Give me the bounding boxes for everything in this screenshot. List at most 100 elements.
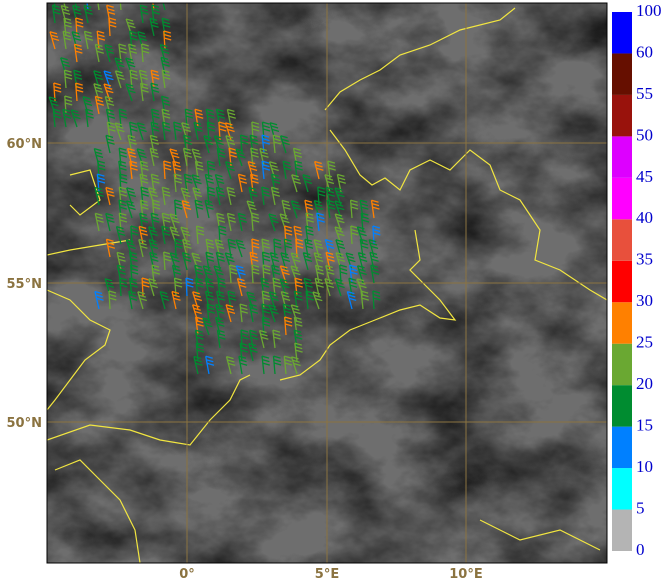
wind-barb: [290, 252, 301, 271]
wind-barb: [191, 252, 202, 271]
wind-barb: [249, 329, 259, 349]
wind-barb: [213, 265, 224, 284]
wind-barb: [171, 264, 182, 284]
colorbar-label: 20: [636, 374, 653, 393]
wind-barb: [268, 213, 279, 232]
wind-barb: [218, 121, 227, 141]
wind-barb: [118, 147, 128, 167]
colorbar-label: 40: [636, 208, 653, 227]
wind-barb: [224, 252, 235, 271]
wind-barb: [193, 355, 203, 375]
lon-label: 5°E: [315, 567, 339, 582]
wind-barb: [248, 342, 258, 362]
wind-barb: [369, 251, 379, 271]
wind-barb: [141, 43, 150, 63]
wind-barb: [226, 212, 236, 232]
wind-barb: [62, 108, 72, 128]
wind-barb: [218, 225, 227, 245]
wind-barb: [269, 251, 280, 271]
wind-barb: [127, 134, 137, 154]
wind-barb: [239, 134, 249, 154]
wind-barb: [240, 329, 249, 349]
wind-barb: [334, 278, 345, 297]
wind-barb: [193, 121, 203, 141]
wind-barb: [304, 199, 314, 219]
wind-barb: [191, 174, 202, 193]
wind-barb: [125, 18, 136, 37]
wind-barb: [313, 239, 324, 258]
colorbar-segment: [612, 343, 632, 386]
wind-barb: [251, 264, 260, 284]
wind-barb: [118, 199, 127, 219]
wind-barb: [251, 121, 260, 141]
wind-barb: [305, 290, 314, 310]
wind-barb: [204, 277, 215, 297]
wind-barb: [108, 290, 117, 310]
wind-barb: [83, 30, 94, 50]
wind-barb: [225, 304, 236, 323]
wind-barb: [293, 316, 303, 336]
wind-barb: [116, 251, 126, 271]
wind-barb: [336, 173, 346, 193]
wind-barb: [151, 199, 161, 219]
wind-barb: [293, 290, 303, 310]
wind-barb: [181, 200, 192, 219]
wind-barb: [215, 251, 225, 271]
wind-barb: [83, 4, 93, 24]
wind-barb: [163, 160, 172, 180]
wind-barb: [282, 160, 292, 180]
colorbar-segment: [612, 302, 632, 344]
wind-barb: [73, 43, 83, 63]
wind-barb: [303, 277, 313, 297]
wind-barb: [204, 290, 215, 310]
wind-barb: [181, 251, 192, 271]
wind-barb: [161, 225, 171, 245]
wind-barb: [115, 225, 126, 245]
wind-barb: [261, 134, 270, 154]
wind-barb: [279, 265, 290, 284]
wind-barb: [139, 212, 149, 232]
colorbar-label: 15: [636, 416, 653, 435]
wind-barb: [128, 290, 138, 310]
wind-barb: [93, 83, 104, 102]
wind-barb: [325, 251, 335, 271]
colorbar-label: 50: [636, 125, 653, 144]
wind-barb: [96, 173, 106, 193]
wind-barb: [116, 264, 127, 284]
wind-barb: [339, 264, 348, 284]
wind-barb: [180, 187, 191, 206]
wind-barb: [258, 329, 269, 349]
wind-barb: [215, 186, 225, 206]
wind-barb: [183, 134, 193, 154]
wind-barb: [205, 355, 215, 375]
wind-barb: [270, 186, 281, 206]
wind-barb: [191, 148, 202, 167]
wind-barb: [163, 251, 172, 271]
wind-barb: [226, 186, 236, 206]
colorbar-segment: [612, 136, 632, 178]
wind-barb: [149, 17, 159, 37]
wind-barb: [282, 303, 292, 323]
wind-barb: [161, 121, 171, 141]
wind-barb: [272, 134, 282, 154]
wind-barb: [195, 316, 204, 336]
wind-barb: [60, 57, 70, 76]
wind-barb: [335, 252, 346, 271]
wind-barb: [213, 135, 224, 154]
wind-barb: [138, 69, 148, 89]
wind-barb: [137, 31, 147, 50]
wind-barb: [141, 277, 150, 297]
wind-barb: [293, 329, 303, 349]
wind-barb: [202, 265, 213, 284]
satellite-image: [47, 3, 607, 563]
wind-barb: [239, 303, 248, 323]
wind-barb: [195, 225, 205, 245]
wind-barb: [48, 96, 59, 115]
wind-barb: [181, 122, 191, 141]
wind-barb: [150, 173, 160, 193]
wind-barb: [283, 355, 293, 375]
wind-barb: [228, 147, 237, 167]
wind-barb: [60, 4, 71, 24]
wind-barb: [261, 121, 271, 141]
